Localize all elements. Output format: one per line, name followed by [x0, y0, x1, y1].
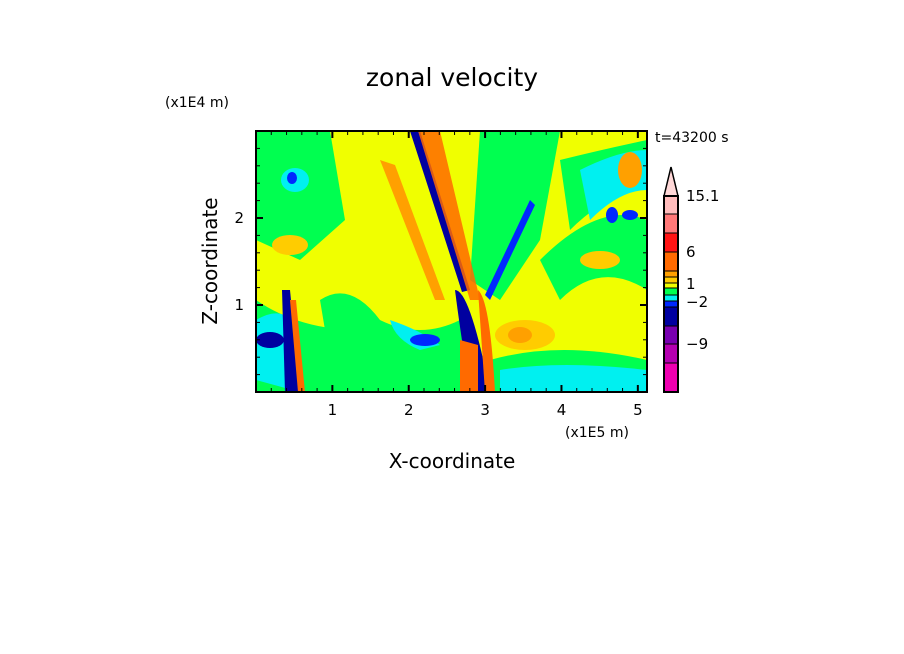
plot-frame [255, 130, 648, 393]
colorbar-swatch [663, 294, 679, 302]
contour-region [287, 172, 297, 184]
colorbar-swatch [663, 300, 679, 308]
colorbar-swatch [663, 232, 679, 253]
colorbar-label: 1 [686, 275, 696, 293]
contour-region [256, 131, 345, 260]
x-tick-label: 3 [480, 401, 490, 419]
contour-region [380, 160, 445, 300]
colorbar-swatch [663, 343, 679, 364]
colorbar: 15.1 6 1−2 −9 [663, 166, 719, 393]
colorbar-label: −2 [686, 293, 708, 311]
contour-field [256, 131, 647, 392]
colorbar-swatch [663, 276, 679, 284]
contour-region [478, 290, 495, 392]
contour-region [508, 327, 532, 343]
contour-region [272, 235, 308, 255]
y-tick-label: 1 [234, 296, 244, 314]
contour-region [580, 251, 620, 269]
contour-region [282, 290, 300, 392]
colorbar-swatch [663, 270, 679, 278]
x-tick-label: 5 [633, 401, 643, 419]
x-tick-label: 1 [328, 401, 338, 419]
colorbar-swatch [663, 251, 679, 272]
colorbar-label: 6 [686, 243, 696, 261]
x-tick-label: 4 [557, 401, 567, 419]
colorbar-label: 15.1 [686, 187, 719, 205]
colorbar-swatch [663, 213, 679, 234]
colorbar-label: −9 [686, 335, 708, 353]
contour-region [606, 207, 618, 223]
y-axis: 12 [234, 147, 647, 376]
contour-region [470, 131, 560, 300]
colorbar-swatch [663, 195, 679, 215]
chart-title: zonal velocity [366, 63, 538, 92]
y-unit-label: (x1E4 m) [165, 95, 229, 111]
colorbar-swatch [663, 362, 679, 393]
x-axis-label: X-coordinate [389, 449, 516, 473]
x-tick-label: 2 [404, 401, 414, 419]
contour-region [256, 332, 284, 348]
colorbar-frame [663, 195, 679, 393]
contour-region [410, 334, 440, 346]
contour-region [618, 152, 642, 188]
contour-region [500, 365, 647, 392]
x-unit-label: (x1E5 m) [565, 425, 629, 441]
y-axis-label: Z-coordinate [198, 197, 222, 324]
contour-region [460, 340, 478, 392]
contour-region [455, 290, 490, 392]
time-label: t=43200 s [655, 130, 729, 146]
contour-region [290, 300, 305, 392]
contour-region [485, 200, 535, 300]
colorbar-swatch [663, 282, 679, 289]
colorbar-swatch [663, 306, 679, 327]
contour-region [418, 131, 480, 300]
x-axis: 1 2 3 4 5 [270, 131, 643, 419]
contour-region [410, 131, 470, 292]
colorbar-swatch [663, 325, 679, 345]
colorbar-swatch [663, 287, 679, 296]
colorbar-extend-triangle [663, 166, 679, 197]
y-tick-label: 2 [234, 209, 244, 227]
contour-region [320, 293, 470, 370]
contour-region [622, 210, 638, 220]
